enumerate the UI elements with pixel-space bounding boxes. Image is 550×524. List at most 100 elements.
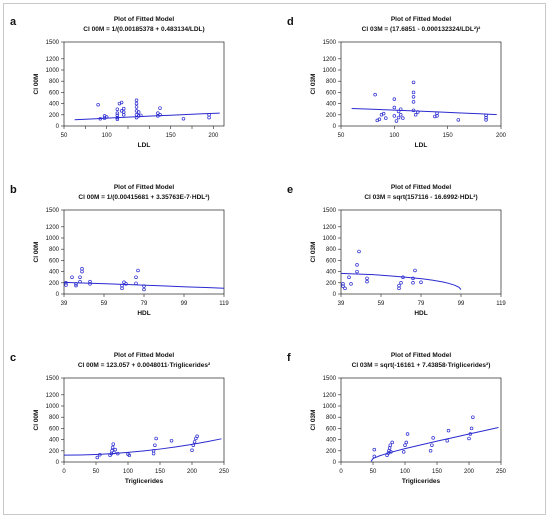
data-point (401, 450, 406, 454)
data-point (142, 287, 146, 292)
y-tick-label: 1200 (46, 225, 60, 231)
data-point (119, 100, 124, 105)
x-tick-label: 150 (166, 133, 177, 139)
data-point (355, 263, 359, 267)
y-tick-label: 0 (56, 460, 60, 466)
fitted-curve (341, 272, 462, 290)
data-point (430, 443, 434, 447)
x-tick-label: 99 (458, 301, 465, 307)
data-point (134, 98, 139, 102)
chart-title: Plot of Fitted Model (391, 352, 451, 359)
data-point (151, 449, 156, 453)
x-tick-label: 250 (219, 469, 230, 475)
panel-letter: f (287, 352, 291, 364)
y-tick-label: 1200 (46, 393, 60, 399)
data-point (413, 268, 417, 273)
data-point (74, 282, 78, 286)
x-tick-label: 50 (61, 133, 68, 139)
data-point (98, 452, 102, 457)
data-point (392, 105, 397, 110)
y-tick-label: 0 (56, 124, 60, 130)
data-point (96, 102, 100, 107)
data-point (153, 443, 157, 447)
y-tick-label: 800 (326, 79, 337, 85)
x-tick-label: 50 (93, 469, 100, 475)
x-tick-label: 59 (378, 301, 385, 307)
data-point (349, 282, 353, 286)
chart-title: Plot of Fitted Model (114, 352, 174, 359)
plot-frame (340, 41, 502, 127)
y-tick-label: 800 (326, 247, 337, 253)
data-layer (341, 249, 462, 291)
data-point (484, 115, 488, 120)
y-tick-label: 400 (326, 102, 337, 108)
panel-d: d Plot of Fitted Model Cl 03M = (17.6851 -… (287, 16, 507, 149)
data-point (373, 92, 377, 97)
y-tick-label: 400 (49, 102, 60, 108)
x-tick-label: 79 (418, 301, 425, 307)
x-tick-label: 50 (370, 469, 377, 475)
figure-border (3, 3, 546, 515)
data-point (355, 269, 359, 274)
y-tick-label: 800 (49, 79, 60, 85)
chart-title: Plot of Fitted Model (114, 184, 174, 191)
data-point (411, 100, 416, 104)
y-tick-label: 1200 (46, 57, 60, 63)
y-tick-label: 200 (49, 281, 60, 287)
data-point (435, 111, 439, 115)
y-tick-label: 1000 (46, 68, 60, 74)
chart-subtitle: Cl 03M = sqrt(-16161 + 7.43858·Triglicer… (352, 362, 491, 369)
data-point (468, 432, 473, 436)
data-point (433, 114, 437, 119)
data-point (195, 434, 199, 438)
data-point (347, 275, 351, 279)
data-point (456, 118, 461, 122)
data-point (416, 110, 420, 114)
y-axis-label: Cl 00M (33, 242, 40, 263)
data-point (181, 116, 186, 121)
y-axis-label: Cl 03M (310, 242, 317, 263)
data-point (154, 436, 158, 441)
data-point (136, 110, 141, 114)
y-tick-label: 800 (49, 415, 60, 421)
y-tick-label: 800 (326, 415, 337, 421)
y-tick-label: 0 (333, 124, 337, 130)
data-point (115, 111, 120, 115)
data-point (411, 90, 416, 95)
data-point (78, 275, 82, 279)
data-point (127, 453, 132, 458)
data-point (396, 109, 401, 114)
chart-title: Plot of Fitted Model (391, 184, 451, 191)
chart-title: Plot of Fitted Model (114, 16, 174, 23)
data-point (381, 111, 386, 116)
data-point (365, 279, 369, 284)
data-layer (351, 80, 497, 123)
data-point (343, 286, 347, 291)
x-tick-label: 39 (338, 301, 345, 307)
data-point (372, 447, 377, 452)
data-point (134, 105, 139, 109)
data-point (111, 442, 116, 446)
data-point (484, 113, 488, 118)
y-tick-label: 1200 (323, 393, 337, 399)
data-point (484, 118, 488, 122)
y-tick-label: 1000 (323, 404, 337, 410)
data-point (398, 113, 403, 117)
x-tick-label: 100 (389, 133, 400, 139)
x-tick-label: 0 (62, 469, 66, 475)
data-point (384, 116, 388, 120)
x-tick-label: 50 (338, 133, 345, 139)
x-axis-label: LDL (415, 142, 428, 149)
data-point (95, 455, 100, 460)
data-point (413, 113, 418, 117)
y-tick-label: 800 (49, 247, 60, 253)
data-point (121, 106, 126, 111)
data-layer (74, 98, 220, 122)
x-tick-label: 250 (496, 469, 507, 475)
panel-f: f Plot of Fitted Model Cl 03M = sqrt(-1616… (287, 352, 507, 485)
x-axis-label: LDL (138, 142, 151, 149)
data-point (115, 113, 120, 118)
data-point (398, 107, 403, 111)
x-tick-label: 0 (339, 469, 343, 475)
data-point (139, 113, 143, 118)
